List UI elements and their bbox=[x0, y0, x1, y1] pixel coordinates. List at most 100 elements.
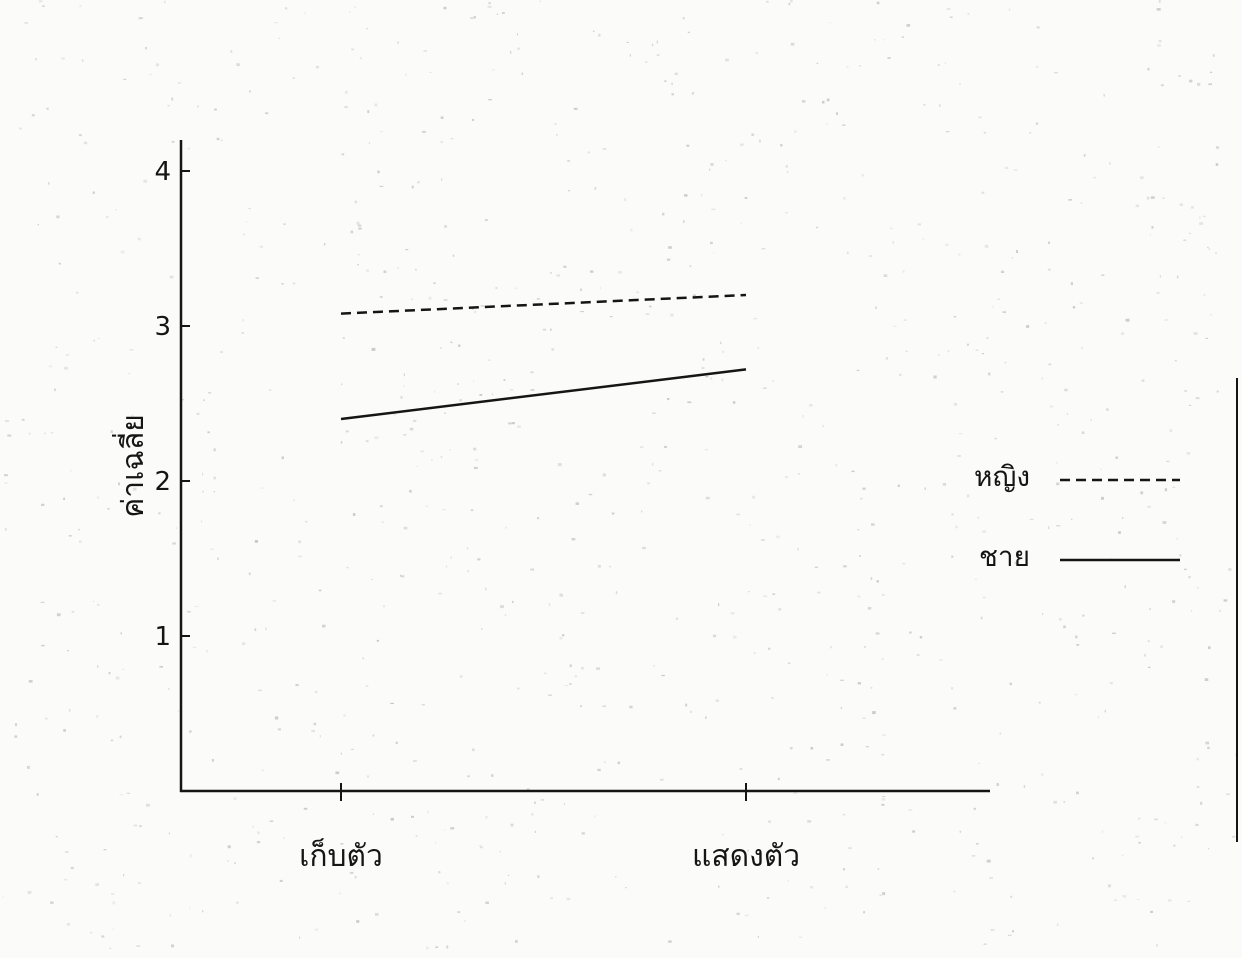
scan-speck bbox=[409, 427, 414, 431]
scan-speck bbox=[874, 39, 876, 41]
scan-speck bbox=[484, 219, 488, 222]
scan-speck bbox=[942, 483, 946, 486]
scan-speck bbox=[630, 228, 633, 232]
scan-speck bbox=[1164, 822, 1167, 824]
scan-speck bbox=[1231, 835, 1236, 838]
scan-speck bbox=[474, 310, 476, 314]
scan-speck bbox=[919, 636, 923, 639]
scan-speck bbox=[397, 267, 399, 269]
scan-speck bbox=[1138, 817, 1141, 820]
scan-speck bbox=[206, 649, 208, 653]
scan-speck bbox=[761, 247, 766, 250]
scan-speck bbox=[757, 935, 759, 938]
scan-speck bbox=[108, 672, 111, 675]
scan-speck bbox=[715, 699, 719, 702]
scan-speck bbox=[1141, 379, 1145, 382]
scan-speck bbox=[265, 627, 267, 631]
scan-speck bbox=[861, 174, 864, 177]
scan-speck bbox=[36, 793, 39, 796]
scan-speck bbox=[857, 529, 859, 531]
scan-speck bbox=[671, 93, 674, 96]
scan-speck bbox=[924, 487, 926, 490]
scan-speck bbox=[1114, 899, 1117, 901]
scan-speck bbox=[923, 104, 926, 106]
scan-speck bbox=[56, 215, 60, 219]
scan-speck bbox=[139, 17, 144, 19]
scan-speck bbox=[283, 223, 286, 225]
scan-speck bbox=[559, 636, 563, 640]
scan-speck bbox=[189, 730, 192, 733]
scan-speck bbox=[580, 705, 582, 707]
scan-speck bbox=[488, 99, 492, 101]
scan-speck bbox=[24, 22, 29, 24]
scan-speck bbox=[661, 674, 665, 677]
scan-speck bbox=[365, 685, 369, 688]
scan-speck bbox=[208, 392, 212, 394]
x-tick-label: แสดงตัว bbox=[692, 839, 800, 874]
scan-speck bbox=[953, 890, 956, 893]
scan-speck bbox=[798, 445, 803, 448]
scan-speck bbox=[491, 392, 493, 396]
scan-speck bbox=[955, 525, 958, 529]
scan-speck bbox=[1179, 554, 1182, 557]
scan-speck bbox=[435, 946, 438, 948]
scan-speck bbox=[1193, 332, 1198, 335]
scan-speck bbox=[549, 897, 553, 900]
scan-speck bbox=[690, 710, 692, 713]
scan-speck bbox=[1038, 701, 1041, 704]
y-axis-title: ค่าเฉลี่ย bbox=[112, 414, 151, 518]
scan-speck bbox=[908, 809, 913, 811]
scan-speck bbox=[440, 116, 444, 119]
scan-speck bbox=[1219, 609, 1221, 612]
scan-speck bbox=[5, 420, 9, 422]
scan-speck bbox=[500, 605, 504, 609]
scan-speck bbox=[516, 33, 518, 36]
scan-speck bbox=[977, 516, 980, 519]
scan-speck bbox=[710, 377, 713, 380]
axes: 1 2 3 4 เก็บตัว แสดงตัว ค่าเฉลี่ย bbox=[112, 140, 990, 874]
scan-speck bbox=[81, 59, 84, 62]
scan-speck bbox=[1081, 347, 1083, 350]
scan-speck bbox=[403, 384, 405, 387]
scan-speck bbox=[763, 595, 768, 597]
scan-speck bbox=[1195, 397, 1200, 400]
scan-speck bbox=[281, 283, 284, 285]
scan-speck bbox=[1097, 715, 1099, 719]
scan-speck bbox=[787, 880, 789, 882]
scan-speck bbox=[953, 707, 957, 710]
scan-speck bbox=[615, 591, 618, 595]
scan-speck bbox=[1056, 923, 1059, 926]
scan-speck bbox=[1226, 793, 1230, 795]
scan-speck bbox=[609, 316, 613, 318]
scan-speck bbox=[1210, 314, 1213, 316]
scan-speck bbox=[457, 911, 461, 913]
scan-speck bbox=[787, 662, 791, 665]
scan-speck bbox=[718, 603, 720, 607]
scan-speck bbox=[739, 768, 743, 770]
scan-speck bbox=[944, 62, 946, 65]
scan-speck bbox=[41, 503, 45, 506]
scan-speck bbox=[752, 495, 756, 499]
scan-speck bbox=[1188, 576, 1191, 579]
scan-speck bbox=[366, 775, 369, 778]
scan-speck bbox=[295, 684, 299, 687]
scan-speck bbox=[111, 893, 115, 896]
scan-speck bbox=[1195, 823, 1199, 827]
scan-speck bbox=[882, 734, 887, 736]
scan-speck bbox=[521, 72, 524, 75]
scan-speck bbox=[901, 36, 904, 38]
scan-speck bbox=[569, 664, 572, 668]
scan-speck bbox=[254, 540, 258, 543]
scan-speck bbox=[138, 17, 142, 20]
scan-speck bbox=[35, 58, 37, 61]
scan-speck bbox=[303, 807, 308, 810]
scan-speck bbox=[1008, 8, 1011, 11]
scan-speck bbox=[109, 947, 112, 949]
scan-speck bbox=[790, 747, 793, 750]
scan-speck bbox=[314, 928, 319, 931]
scan-speck bbox=[1026, 325, 1030, 328]
scan-speck bbox=[470, 17, 474, 20]
scan-speck bbox=[874, 306, 877, 309]
scan-speck bbox=[126, 792, 130, 794]
scan-speck bbox=[945, 243, 949, 246]
